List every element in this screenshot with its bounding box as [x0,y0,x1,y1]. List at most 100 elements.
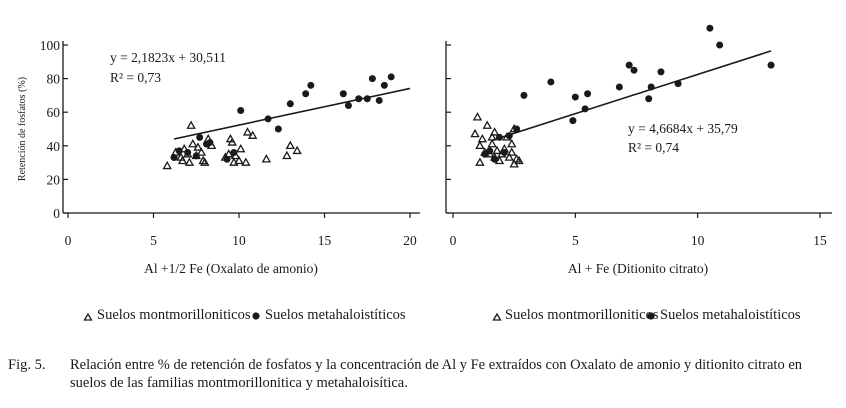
chart-left-oxalato: 0 20 40 60 80 100 0 5 10 15 20 Al +1/2 Fe (Oxalato … [17,38,420,276]
data-point-metahaloistitico [615,83,623,91]
x-tick-label: 15 [813,233,827,248]
data-point-montmorillonitico [487,138,497,148]
data-point-metahaloistitico [368,75,376,83]
regression-equation: y = 2,1823x + 30,511 [110,50,226,65]
data-point-metahaloistitico [264,115,272,123]
legend-left: Suelos montmorilloniticos Suelos metahal… [83,307,406,323]
x-tick-label: 0 [450,233,457,248]
data-point-metahaloistitico [674,80,682,88]
y-axis-label: Retención de fosfatos (%) [17,77,28,181]
data-point-metahaloistitico [569,117,577,125]
data-point-montmorillonitico [482,120,492,129]
legend-label-metahaloistiticos: Suelos metahaloistíticos [265,307,406,323]
data-point-metahaloistitico [486,147,494,155]
data-point-montmorillonitico [514,155,524,165]
data-point-montmorillonitico [475,157,485,166]
data-point-metahaloistitico [223,155,231,163]
data-point-metahaloistitico [767,61,775,69]
y-tick-label: 80 [47,72,61,87]
legend-triangle-marker [492,312,502,321]
legend-label-montmorilloniticos: Suelos montmorilloniticos [505,307,659,323]
data-point-montmorillonitico [196,147,207,156]
legend-right: Suelos montmorilloniticos Suelos metahal… [492,307,801,323]
x-tick-label: 15 [318,233,332,248]
data-point-metahaloistitico [491,155,499,163]
data-point-metahaloistitico [581,105,589,113]
data-point-montmorillonitico [247,130,258,139]
data-point-metahaloistitico [344,101,352,109]
data-point-montmorillonitico [477,133,488,143]
data-point-metahaloistitico [520,91,528,99]
data-point-metahaloistitico [495,133,503,141]
data-point-metahaloistitico [363,95,371,103]
x-tick-label: 0 [65,233,72,248]
data-point-montmorillonitico [470,128,480,138]
data-point-montmorillonitico [472,112,483,121]
x-axis-label: Al +1/2 Fe (Oxalato de amonio) [144,261,318,276]
legend-label-montmorilloniticos: Suelos montmorilloniticos [97,307,251,323]
data-point-metahaloistitico [571,93,579,101]
legend-label-metahaloistiticos: Suelos metahaloistíticos [660,307,801,323]
data-point-metahaloistitico [706,24,714,32]
data-point-montmorillonitico [184,157,195,166]
data-point-montmorillonitico [487,132,497,141]
data-point-metahaloistitico [375,96,383,104]
data-point-montmorillonitico [234,155,244,165]
data-point-montmorillonitico [177,155,188,165]
legend-circle-marker [252,312,260,320]
y-tick-label: 0 [53,206,60,221]
data-point-metahaloistitico [645,95,653,103]
data-point-montmorillonitico [489,127,500,136]
x-tick-label: 20 [403,233,417,248]
data-point-montmorillonitico [504,152,514,161]
data-point-metahaloistitico [175,147,183,155]
data-point-montmorillonitico [198,155,208,165]
figure-label: Fig. 5. [8,357,46,373]
data-point-montmorillonitico [285,140,296,150]
data-point-metahaloistitico [184,149,192,157]
figure-caption: Fig. 5. Relación entre % de retención de… [8,356,838,392]
data-point-metahaloistitico [230,149,238,157]
data-point-montmorillonitico [507,138,517,148]
data-point-montmorillonitico [282,150,292,160]
data-point-metahaloistitico [192,152,200,160]
data-point-metahaloistitico [206,138,214,146]
data-point-montmorillonitico [186,120,196,129]
legend-triangle-marker [83,312,93,321]
data-point-metahaloistitico [286,100,294,108]
x-tick-label: 5 [150,233,157,248]
data-point-metahaloistitico [657,68,665,76]
data-point-metahaloistitico [716,41,724,49]
y-tick-label: 40 [47,139,61,154]
data-point-metahaloistitico [380,81,388,89]
data-point-montmorillonitico [292,145,302,155]
data-point-metahaloistitico [584,90,592,98]
data-point-metahaloistitico [170,154,178,162]
data-point-metahaloistitico [196,133,204,141]
data-point-montmorillonitico [193,142,203,151]
data-point-metahaloistitico [237,107,245,115]
r-squared-label: R² = 0,73 [110,70,161,85]
trendline [491,50,772,142]
regression-equation: y = 4,6684x + 35,79 [628,121,738,136]
data-point-montmorillonitico [241,157,251,166]
data-point-metahaloistitico [500,149,508,157]
data-point-montmorillonitico [162,160,172,170]
data-point-metahaloistitico [630,66,638,74]
data-point-metahaloistitico [513,125,521,133]
data-point-montmorillonitico [242,127,253,136]
data-point-montmorillonitico [200,157,210,166]
data-point-metahaloistitico [505,132,513,140]
data-point-montmorillonitico [492,145,502,155]
figure-caption-text: Relación entre % de retención de fosfato… [70,357,803,391]
data-point-montmorillonitico [227,137,237,146]
data-point-metahaloistitico [547,78,555,86]
r-squared-label: R² = 0,74 [628,140,679,155]
data-point-metahaloistitico [481,150,489,158]
data-point-metahaloistitico [307,81,315,89]
data-point-metahaloistitico [387,73,395,81]
data-point-montmorillonitico [179,144,189,153]
data-point-metahaloistitico [355,95,363,103]
y-tick-label: 100 [40,38,61,53]
data-point-montmorillonitico [507,147,517,156]
